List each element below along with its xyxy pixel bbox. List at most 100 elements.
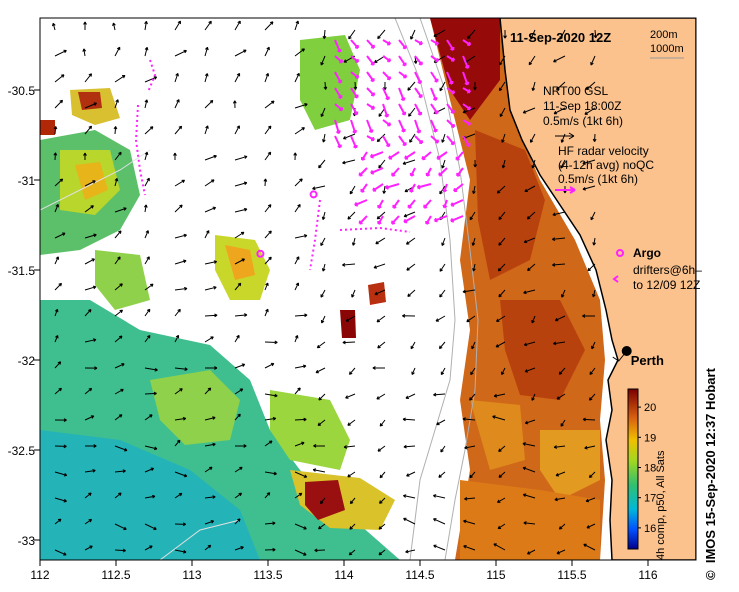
- y-tick-label: -32.5: [8, 444, 36, 458]
- model-arrow: [174, 416, 187, 421]
- model-arrow: [462, 107, 476, 114]
- model-arrow: [582, 314, 596, 318]
- model-arrow: [466, 315, 476, 323]
- model-arrow: [439, 289, 446, 298]
- radar-arrow: [354, 199, 368, 207]
- model-arrow: [204, 495, 216, 499]
- radar-arrow: [403, 215, 416, 224]
- radar-arrow: [404, 151, 416, 160]
- model-arrow: [54, 232, 66, 239]
- model-arrow: [174, 49, 187, 57]
- radar-arrow: [414, 103, 423, 116]
- model-arrow: [144, 283, 154, 291]
- model-time: 11-Sep 18:00Z: [543, 99, 622, 113]
- model-arrow: [84, 415, 95, 421]
- model-arrow: [84, 545, 93, 551]
- model-arrow: [411, 367, 416, 375]
- model-arrow: [53, 126, 58, 135]
- model-arrow: [173, 152, 177, 161]
- model-arrow: [402, 494, 416, 499]
- model-arrow: [522, 493, 536, 499]
- model-arrow: [204, 260, 218, 265]
- model-arrow: [114, 256, 121, 265]
- model-arrow: [312, 468, 326, 473]
- credit-watermark: © IMOS 15-Sep-2020 12:37 Hobart: [703, 368, 718, 580]
- model-arrow: [440, 367, 446, 376]
- model-arrow: [234, 444, 247, 448]
- x-axis: 112 112.5 113 113.5 114 114.5 115 115.5 …: [30, 560, 658, 582]
- model-arrow: [433, 29, 446, 37]
- model-arrow: [204, 20, 212, 31]
- model-arrow: [264, 72, 270, 83]
- model-arrow: [54, 256, 60, 265]
- hf-radar-arrows: [334, 39, 472, 225]
- model-arrow: [234, 125, 240, 135]
- model-arrow: [588, 393, 596, 401]
- colorbar-tick-label: 18: [644, 462, 656, 474]
- model-arrow: [584, 107, 596, 115]
- model-arrow: [469, 393, 476, 401]
- model-arrow: [495, 341, 506, 348]
- model-arrow: [379, 497, 386, 504]
- model-arrow: [84, 73, 93, 83]
- model-arrow: [234, 388, 244, 395]
- model-arrow: [174, 73, 179, 83]
- radar-arrow: [414, 71, 422, 85]
- model-arrow: [342, 159, 356, 165]
- model-arrow: [435, 315, 446, 322]
- model-arrow: [114, 445, 128, 452]
- radar-arrow: [446, 71, 454, 85]
- model-arrow: [264, 547, 276, 552]
- model-arrow: [403, 517, 416, 525]
- model-arrow: [410, 341, 416, 350]
- model-arrow: [174, 99, 180, 109]
- model-arrow: [264, 521, 276, 526]
- model-arrow: [320, 289, 326, 298]
- radar-arrow: [350, 39, 359, 49]
- model-arrow: [558, 367, 566, 375]
- model-arrow: [84, 468, 96, 473]
- copyright-symbol: ©: [703, 570, 718, 580]
- model-arrow: [407, 289, 416, 297]
- model-arrow: [144, 545, 153, 551]
- model-arrow: [264, 282, 269, 291]
- x-tick-label: 113.5: [253, 568, 282, 582]
- radar-arrow: [462, 135, 471, 147]
- model-arrow: [204, 125, 209, 135]
- radar-arrow: [358, 167, 368, 177]
- model-arrow: [234, 20, 241, 31]
- model-arrow: [348, 29, 356, 40]
- model-arrow: [558, 523, 566, 530]
- argo-drifter-legend: Argo drifters@6h– to 12/09 12Z: [612, 246, 702, 292]
- model-arrow: [522, 466, 536, 473]
- model-arrow: [312, 185, 326, 191]
- model-arrow: [54, 361, 62, 369]
- model-arrow: [523, 289, 536, 295]
- model-arrow: [342, 262, 356, 267]
- model-arrow: [376, 393, 386, 400]
- model-arrow: [464, 496, 476, 501]
- model-arrow: [204, 73, 209, 83]
- radar-arrow: [425, 215, 432, 225]
- radar-arrow: [416, 183, 432, 190]
- model-arrow: [114, 46, 121, 57]
- radar-arrow: [409, 167, 416, 177]
- model-arrow: [174, 233, 187, 239]
- model-arrow: [234, 334, 240, 343]
- model-arrow: [320, 107, 326, 118]
- model-arrow: [84, 102, 97, 109]
- model-arrow: [405, 393, 416, 399]
- model-arrow: [174, 20, 182, 31]
- model-arrow: [114, 151, 122, 161]
- model-arrow: [522, 442, 536, 447]
- radar-arrow: [382, 71, 392, 81]
- radar-arrow: [350, 55, 360, 63]
- x-tick-label: 112.5: [101, 568, 130, 582]
- model-arrow: [84, 387, 93, 395]
- model-legend: NRT00 GSL 11-Sep 18:00Z 0.5m/s (1kt 6h): [543, 84, 623, 140]
- model-arrow: [347, 471, 356, 478]
- model-arrow: [560, 133, 566, 143]
- y-axis: -30.5 -31 -31.5 -32 -32.5 -33: [8, 84, 40, 548]
- model-arrow: [582, 159, 596, 165]
- model-arrow: [144, 414, 153, 421]
